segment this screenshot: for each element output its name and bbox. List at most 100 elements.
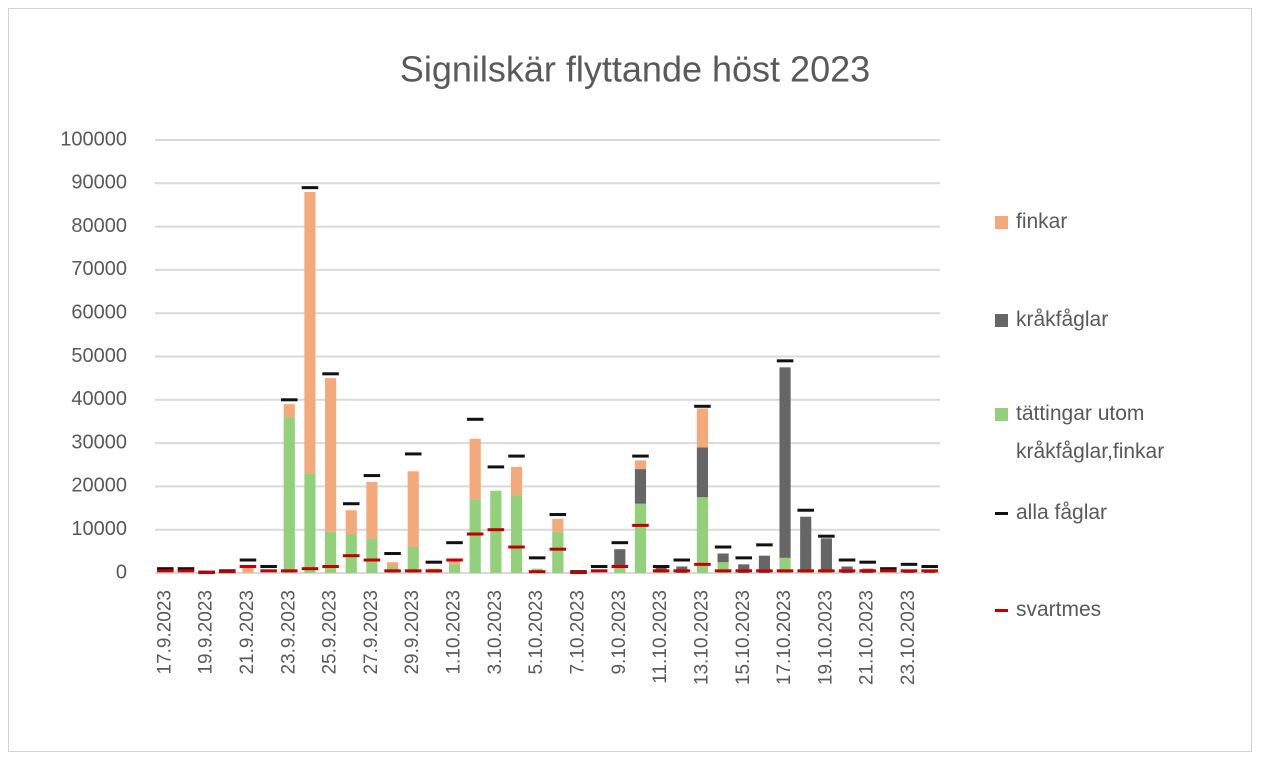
bar-segment xyxy=(283,417,295,573)
marker xyxy=(177,567,195,571)
bar-segment xyxy=(407,471,419,548)
marker xyxy=(239,565,257,569)
x-tick-label: 1.10.2023 xyxy=(444,590,465,675)
x-tick-label: 3.10.2023 xyxy=(485,590,506,675)
marker xyxy=(880,567,897,571)
bar-segment xyxy=(655,566,667,571)
legend-swatch xyxy=(995,609,1008,612)
legend-item: tättingar utom kråkfåglar,finkar xyxy=(995,395,1245,471)
x-tick-label: 23.9.2023 xyxy=(278,590,299,675)
bar-segment xyxy=(758,555,770,573)
bar-segment xyxy=(717,553,729,563)
bar-segment xyxy=(820,538,832,571)
bar-segment xyxy=(304,191,316,474)
marker xyxy=(859,569,876,573)
x-tick-label: 21.9.2023 xyxy=(237,590,258,675)
marker xyxy=(921,569,938,573)
marker xyxy=(652,565,670,569)
bar-segment xyxy=(779,367,791,558)
bar-segment xyxy=(407,547,419,573)
bar-segment xyxy=(325,378,337,532)
marker xyxy=(632,523,649,527)
bar-segment xyxy=(325,531,337,573)
marker xyxy=(776,359,794,363)
bar-segment xyxy=(366,538,378,573)
bar-segment xyxy=(696,497,709,573)
x-tick-label: 23.10.2023 xyxy=(898,590,919,685)
y-tick-label: 30000 xyxy=(71,431,127,453)
bar-segment xyxy=(552,531,564,573)
marker xyxy=(776,569,794,573)
bar-segment xyxy=(634,460,647,470)
marker xyxy=(549,513,567,517)
legend-label: alla fåglar xyxy=(1016,501,1108,524)
marker xyxy=(322,565,339,569)
bar-segment xyxy=(779,557,791,573)
x-tick-label: 13.10.2023 xyxy=(691,590,712,685)
marker xyxy=(301,567,319,571)
marker xyxy=(466,532,484,536)
marker xyxy=(487,528,505,532)
marker xyxy=(549,547,567,551)
bar-segment xyxy=(510,466,523,496)
x-tick-label: 17.10.2023 xyxy=(774,590,795,685)
marker xyxy=(363,474,381,478)
marker xyxy=(694,562,711,566)
y-tick-label: 100000 xyxy=(60,128,127,150)
marker xyxy=(425,560,443,564)
legend-swatch xyxy=(995,512,1008,515)
marker xyxy=(797,508,814,512)
marker xyxy=(921,565,938,569)
x-tick-label: 7.10.2023 xyxy=(568,590,589,675)
marker xyxy=(528,556,546,560)
marker xyxy=(900,562,918,566)
marker xyxy=(590,565,608,569)
x-tick-label: 25.9.2023 xyxy=(320,590,341,675)
marker xyxy=(652,569,670,573)
bar-segment xyxy=(634,469,647,504)
x-tick-label: 15.10.2023 xyxy=(733,590,754,685)
marker xyxy=(342,554,360,558)
marker xyxy=(611,565,629,569)
marker xyxy=(322,372,339,376)
marker xyxy=(487,465,505,469)
chart-frame xyxy=(8,8,1252,752)
marker xyxy=(239,558,257,562)
bar-segment xyxy=(510,495,523,573)
marker xyxy=(342,502,360,506)
bar-segment xyxy=(696,408,709,448)
legend-label: kråkfåglar xyxy=(1016,308,1109,331)
x-tick-label: 11.10.2023 xyxy=(650,590,671,684)
marker xyxy=(363,558,381,562)
marker xyxy=(219,570,236,574)
x-tick-label: 17.9.2023 xyxy=(154,590,175,675)
marker xyxy=(384,569,401,573)
bar-segment xyxy=(448,560,461,565)
marker xyxy=(611,541,629,545)
marker xyxy=(880,569,897,573)
marker xyxy=(384,552,401,556)
marker xyxy=(446,541,463,545)
bar-segment xyxy=(345,534,357,573)
marker xyxy=(570,571,587,575)
marker xyxy=(818,534,835,538)
marker xyxy=(756,569,773,573)
legend-label: finkar xyxy=(1016,210,1068,233)
marker xyxy=(735,556,753,560)
y-tick-label: 50000 xyxy=(71,345,127,367)
marker xyxy=(301,186,319,190)
marker xyxy=(404,569,422,573)
x-tick-label: 5.10.2023 xyxy=(526,590,547,675)
bar-segment xyxy=(304,473,316,573)
marker xyxy=(900,569,918,573)
y-tick-label: 10000 xyxy=(71,518,127,540)
y-tick-label: 90000 xyxy=(71,172,127,194)
bar-segment xyxy=(614,566,626,573)
x-tick-label: 9.10.2023 xyxy=(609,590,630,675)
marker xyxy=(735,569,753,573)
marker xyxy=(797,569,814,573)
x-tick-label: 19.9.2023 xyxy=(196,590,217,675)
legend-swatch xyxy=(995,216,1008,229)
marker xyxy=(632,454,649,458)
marker xyxy=(528,570,546,574)
